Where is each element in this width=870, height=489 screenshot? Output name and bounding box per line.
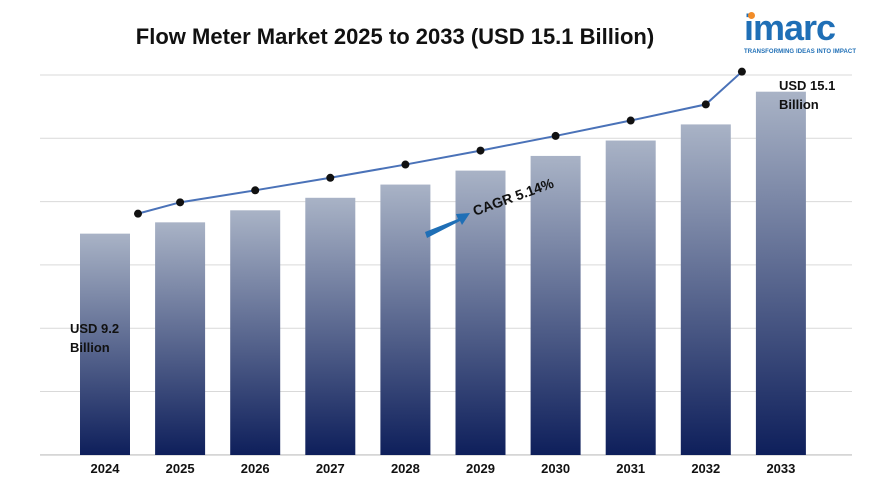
end-value-label-line2: Billion bbox=[779, 97, 819, 112]
trend-point-2032 bbox=[701, 100, 710, 109]
logo-wordmark: imarc bbox=[744, 7, 836, 48]
x-tick-label: 2031 bbox=[616, 461, 645, 476]
x-tick-label: 2025 bbox=[166, 461, 195, 476]
bar-2026 bbox=[230, 210, 281, 455]
logo-dot-icon bbox=[748, 12, 755, 19]
bar-2033 bbox=[755, 91, 806, 455]
bar-2027 bbox=[305, 197, 356, 455]
bar-2031 bbox=[605, 140, 656, 455]
trend-line bbox=[137, 70, 743, 215]
start-value-label-line2: Billion bbox=[70, 340, 110, 355]
trend-point-2031 bbox=[626, 116, 635, 125]
trend-point-2028 bbox=[401, 160, 410, 169]
trend-line-group bbox=[134, 67, 746, 218]
trend-point-2030 bbox=[551, 131, 560, 140]
cagr-arrow-icon bbox=[425, 213, 470, 238]
bar-2025 bbox=[155, 222, 206, 455]
start-value-label-line1: USD 9.2 bbox=[70, 321, 119, 336]
x-tick-label: 2026 bbox=[241, 461, 270, 476]
x-tick-label: 2030 bbox=[541, 461, 570, 476]
bar-2030 bbox=[530, 155, 581, 455]
imarc-logo: imarc TRANSFORMING IDEAS INTO IMPACT bbox=[744, 7, 857, 58]
x-tick-label: 2032 bbox=[691, 461, 720, 476]
trend-point-2033 bbox=[737, 67, 746, 76]
bars bbox=[80, 91, 806, 456]
logo-tagline: TRANSFORMING IDEAS INTO IMPACT bbox=[744, 49, 857, 55]
x-tick-label: 2029 bbox=[466, 461, 495, 476]
chart-title: Flow Meter Market 2025 to 2033 (USD 15.1… bbox=[135, 24, 655, 49]
trend-point-2029 bbox=[476, 146, 485, 155]
x-tick-label: 2024 bbox=[91, 461, 121, 476]
x-tick-label: 2033 bbox=[766, 461, 795, 476]
end-value-label-line1: USD 15.1 bbox=[779, 78, 835, 93]
bar-2032 bbox=[680, 124, 731, 455]
x-tick-label: 2027 bbox=[316, 461, 345, 476]
x-axis-ticks: 2024 2025 2026 2027 2028 2029 2030 2031 2032 2033 bbox=[91, 461, 796, 476]
trend-point-2027 bbox=[326, 173, 335, 182]
trend-point-2026 bbox=[251, 186, 260, 195]
bar-2024 bbox=[80, 233, 130, 455]
trend-point-2024 bbox=[134, 209, 142, 218]
trend-point-2025 bbox=[176, 198, 185, 207]
bar-2028 bbox=[380, 184, 431, 456]
x-tick-label: 2028 bbox=[391, 461, 420, 476]
